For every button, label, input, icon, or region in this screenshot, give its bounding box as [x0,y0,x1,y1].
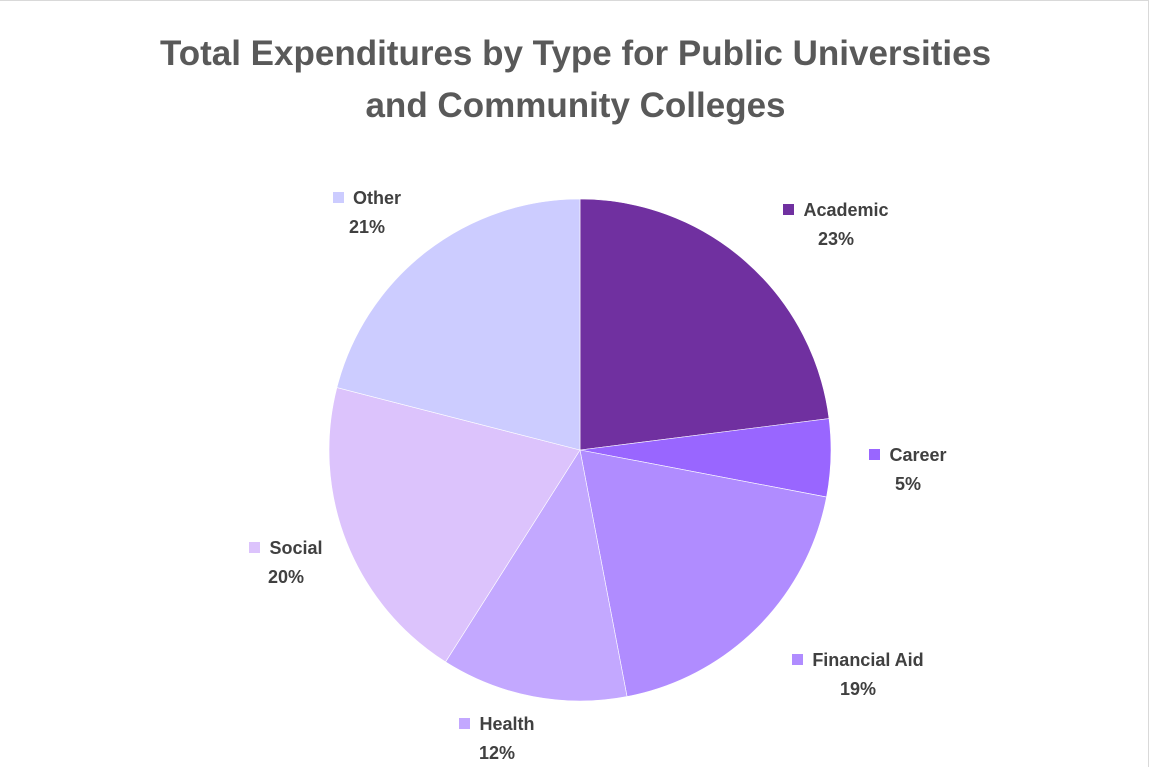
legend-swatch [869,449,881,460]
data-label-name: Other [352,188,401,208]
pie-slice-health [445,449,628,702]
legend-swatch [332,192,344,203]
data-label-name: Health [479,714,535,734]
chart-title: Total Expenditures by Type for Public Un… [0,28,1151,132]
legend-swatch [792,654,804,665]
pie-slice-financial-aid [579,449,827,697]
data-label-name: Academic [803,200,889,220]
pie-slice-social [328,387,581,663]
legend-swatch [249,542,261,553]
legend-swatch [783,204,795,215]
data-label-name: Career [889,445,947,465]
data-label-social: Social 20% [186,534,386,592]
data-label-percent: 20% [267,567,305,587]
data-label-career: Career 5% [808,441,1008,499]
pie-slice-other [336,198,581,451]
data-label-financial-aid: Financial Aid 19% [758,646,958,704]
data-label-percent: 21% [348,217,386,237]
data-label-health: Health 12% [397,710,597,768]
data-label-percent: 19% [839,679,877,699]
legend-swatch [459,718,471,729]
data-label-percent: 5% [894,474,921,494]
data-label-other: Other 21% [267,184,467,242]
chart-title-line-1: Total Expenditures by Type for Public Un… [159,34,992,73]
chart-title-line-2: and Community Colleges [365,86,786,125]
data-label-percent: 23% [817,229,855,249]
data-label-percent: 12% [478,743,516,763]
data-label-name: Financial Aid [812,650,924,670]
pie-slice-academic [579,198,830,451]
data-label-name: Social [269,538,323,558]
data-label-academic: Academic 23% [736,196,936,254]
